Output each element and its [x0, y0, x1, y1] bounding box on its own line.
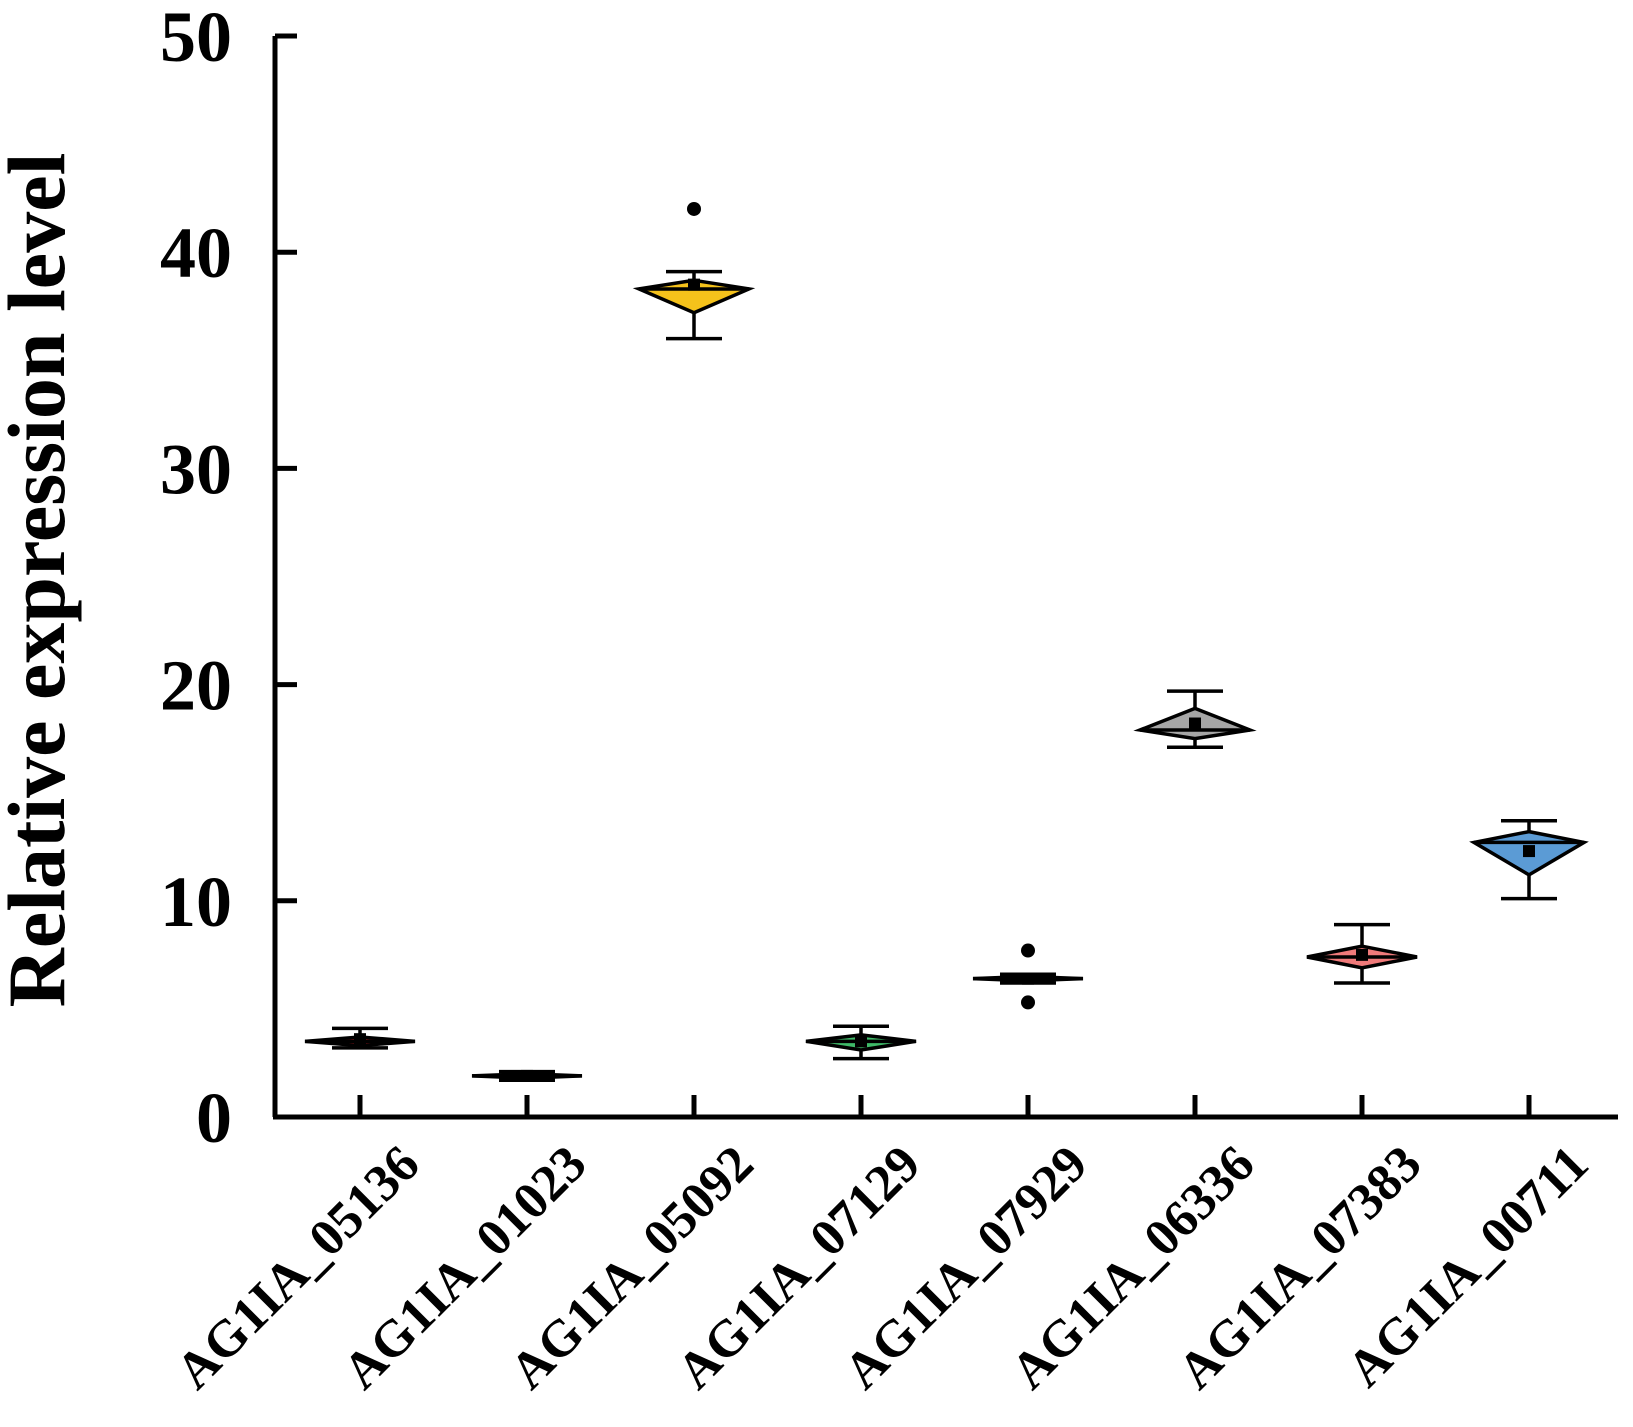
- y-tick-label: 0: [196, 1078, 232, 1158]
- box-AG1IA_07383: [1306, 922, 1418, 985]
- box-AG1IA_01023: [471, 1069, 583, 1082]
- y-tick-label: 40: [160, 213, 232, 293]
- y-axis-title: Relative expression level: [0, 153, 82, 1008]
- box-AG1IA_00711: [1469, 819, 1589, 901]
- mean-marker: [521, 1069, 533, 1082]
- box-AG1IA_05092: [632, 201, 756, 341]
- y-tick-label: 20: [160, 646, 232, 726]
- mean-marker: [1356, 948, 1368, 961]
- outlier-point: [1021, 995, 1035, 1010]
- y-axis-ticks: 0 10 20 30 40 50: [160, 0, 297, 1158]
- mean-marker: [1189, 717, 1201, 730]
- mean-marker: [688, 278, 700, 291]
- outlier-point: [1021, 943, 1035, 958]
- box-AG1IA_05136: [304, 1026, 416, 1050]
- x-axis-ticks: AG1IA_05136AG1IA_01023AG1IA_05092AG1IA_0…: [165, 1095, 1599, 1400]
- box-AG1IA_07929: [972, 943, 1084, 1010]
- y-tick-label: 30: [160, 429, 232, 509]
- boxes-group: [304, 201, 1589, 1082]
- mean-marker: [1523, 845, 1535, 858]
- y-tick-label: 10: [160, 862, 232, 942]
- mean-marker: [855, 1035, 867, 1048]
- outlier-point: [687, 201, 701, 216]
- mean-marker: [1022, 972, 1034, 985]
- y-tick-label: 50: [160, 0, 232, 77]
- box-AG1IA_07129: [805, 1024, 917, 1061]
- mean-marker: [354, 1033, 366, 1046]
- box-AG1IA_06336: [1133, 689, 1257, 750]
